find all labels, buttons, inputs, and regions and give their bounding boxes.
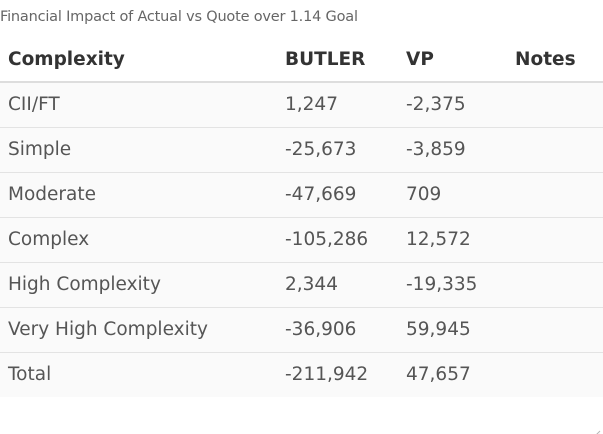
table-row: High Complexity 2,344 -19,335	[0, 261, 603, 307]
cell-butler: 1,247	[285, 94, 338, 116]
table-body: CII/FT 1,247 -2,375 Simple -25,673 -3,85…	[0, 82, 603, 397]
cell-notes	[507, 306, 603, 352]
cell-complexity: Simple	[0, 126, 277, 172]
table-header: Complexity BUTLER VP Notes	[0, 38, 603, 83]
column-header-complexity: Complexity	[0, 38, 277, 83]
cell-notes	[507, 126, 603, 172]
cell-notes	[507, 171, 603, 217]
cell-vp: 47,657	[398, 351, 507, 397]
column-header-butler: BUTLER	[277, 38, 398, 83]
cell-butler: -47,669	[277, 171, 398, 217]
table-row: Very High Complexity -36,906 59,945	[0, 306, 603, 352]
cell-vp: 59,945	[398, 306, 507, 352]
resize-grip-icon[interactable]	[592, 423, 601, 434]
cell-vp: -19,335	[398, 261, 507, 307]
cell-vp: -2,375	[406, 94, 466, 116]
table-row: Moderate -47,669 709	[0, 171, 603, 217]
cell-complexity: Complex	[0, 216, 277, 262]
column-header-vp: VP	[398, 38, 507, 83]
cell-butler: 2,344	[277, 261, 398, 307]
cell-complexity: High Complexity	[0, 261, 277, 307]
cell-notes	[507, 82, 603, 127]
cell-vp: -3,859	[398, 126, 507, 172]
cell-notes	[507, 216, 603, 262]
financial-impact-table: Complexity BUTLER VP Notes CII/FT 1,247 …	[0, 38, 603, 397]
table-row-total: Total -211,942 47,657	[0, 351, 603, 397]
cell-vp: 709	[398, 171, 507, 217]
cell-complexity: Total	[0, 351, 277, 397]
column-header-notes: Notes	[507, 38, 603, 83]
cell-butler: -25,673	[277, 126, 398, 172]
cell-butler: -105,286	[277, 216, 398, 262]
cell-butler: -211,942	[277, 351, 398, 397]
cell-notes	[507, 351, 603, 397]
cell-notes	[507, 261, 603, 307]
cell-vp: 12,572	[398, 216, 507, 262]
table-row: Complex -105,286 12,572	[0, 216, 603, 262]
header-row: Complexity BUTLER VP Notes	[0, 38, 603, 83]
table-row: CII/FT 1,247 -2,375	[0, 82, 603, 127]
cell-complexity: CII/FT	[8, 94, 60, 116]
cell-complexity: Moderate	[0, 171, 277, 217]
cell-complexity: Very High Complexity	[0, 306, 277, 352]
table-row: Simple -25,673 -3,859	[0, 126, 603, 172]
cell-butler: -36,906	[277, 306, 398, 352]
table-caption: Financial Impact of Actual vs Quote over…	[0, 9, 358, 25]
